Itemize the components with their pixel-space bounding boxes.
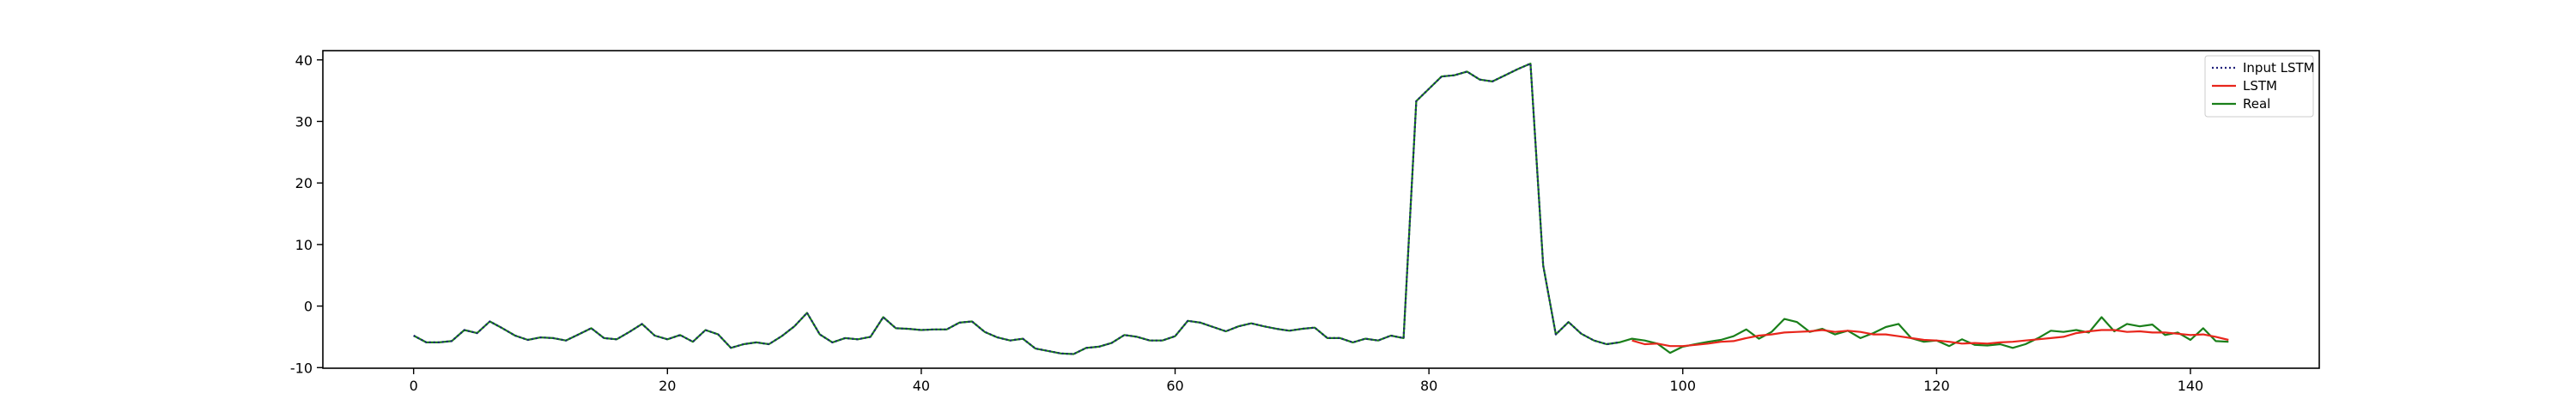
axis-ticks: 0 20 40 60 80 100 120 140 -10 0 10 20 30 40 [290, 52, 2203, 394]
series-line-input-lstm [413, 62, 1619, 355]
y-tick-label: 40 [295, 52, 313, 69]
y-tick-label: 10 [295, 237, 313, 253]
x-tick-label: 0 [410, 378, 418, 394]
series-line-lstm [1631, 329, 2229, 348]
x-tick-label: 100 [1669, 378, 1696, 394]
y-tick-label: 0 [304, 299, 313, 315]
legend-label-real: Real [2243, 96, 2270, 112]
y-tick-label: 30 [295, 113, 313, 130]
legend-label-input-lstm: Input LSTM [2243, 60, 2315, 76]
x-tick-label: 40 [913, 378, 930, 394]
x-tick-label: 20 [659, 378, 676, 394]
x-tick-label: 80 [1420, 378, 1437, 394]
x-tick-label: 120 [1923, 378, 1950, 394]
series-line-real [413, 62, 2229, 355]
plot-lines [413, 62, 2229, 355]
legend: Input LSTM LSTM Real [2204, 55, 2315, 118]
x-tick-label: 60 [1166, 378, 1183, 394]
plot-frame [322, 50, 2320, 369]
y-tick-label: -10 [290, 360, 313, 376]
legend-label-lstm: LSTM [2243, 78, 2277, 94]
legend-box [2204, 55, 2314, 118]
x-tick-label: 140 [2178, 378, 2204, 394]
y-tick-label: 20 [295, 175, 313, 191]
